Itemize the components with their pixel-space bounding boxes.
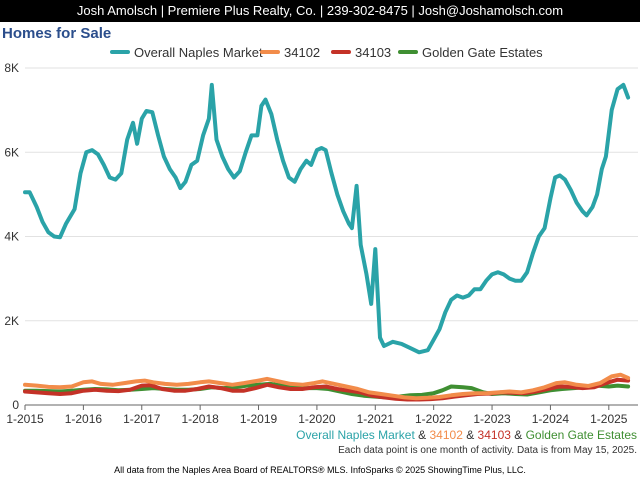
legend-label-z34102: 34102 <box>284 45 320 60</box>
grid-lines <box>25 67 638 406</box>
x-tick-label: 1-2023 <box>473 412 511 426</box>
x-tick-label: 1-2016 <box>65 412 103 426</box>
footer-legend: Overall Naples Market & 34102 & 34103 & … <box>296 428 637 442</box>
data-note: Each data point is one month of activity… <box>338 445 637 456</box>
legend-label-overall: Overall Naples Market <box>134 45 263 60</box>
x-tick-label: 1-2018 <box>181 412 219 426</box>
y-tick-label: 0 <box>12 398 19 412</box>
footer-legend-sep: & <box>462 428 478 442</box>
footer-legend-34103: 34103 <box>477 428 511 442</box>
footer-legend-sep: & <box>510 428 526 442</box>
homes-for-sale-chart: Overall Naples Market 34102 34103 Golden Ga… <box>4 45 638 426</box>
chart-legend: Overall Naples Market 34102 34103 Golden Ga… <box>110 45 543 60</box>
footer-legend-overall: Overall Naples Market <box>296 428 415 442</box>
y-tick-label: 2K <box>4 314 19 328</box>
data-source: All data from the Naples Area Board of R… <box>114 465 526 475</box>
series-line-overall <box>23 82 631 355</box>
chart-title: Homes for Sale <box>2 25 112 42</box>
y-tick-label: 8K <box>4 61 19 75</box>
series-lines <box>23 82 631 402</box>
x-tick-label: 1-2020 <box>298 412 336 426</box>
y-tick-label: 4K <box>4 230 19 244</box>
x-tick-label: 1-2019 <box>240 412 278 426</box>
x-tick-label: 1-2021 <box>357 412 395 426</box>
x-tick-label: 1-2025 <box>590 412 628 426</box>
legend-label-golden: Golden Gate Estates <box>422 45 543 60</box>
footer-legend-golden-gate: Golden Gate Estates <box>525 428 637 442</box>
x-axis: 1-2015 1-2016 1-2017 1-2018 1-2019 1-2020 1-20… <box>6 404 638 426</box>
series-line-z34102 <box>23 372 631 401</box>
legend-label-z34103: 34103 <box>355 45 391 60</box>
x-tick-label: 1-2015 <box>6 412 44 426</box>
footer-legend-sep: & <box>414 428 430 442</box>
x-tick-label: 1-2024 <box>532 412 570 426</box>
x-tick-label: 1-2022 <box>415 412 453 426</box>
y-axis: 0 2K 4K 6K 8K <box>4 61 19 412</box>
agent-header: Josh Amolsch | Premiere Plus Realty, Co.… <box>0 0 640 22</box>
y-tick-label: 6K <box>4 145 19 159</box>
x-tick-label: 1-2017 <box>123 412 161 426</box>
footer-legend-34102: 34102 <box>429 428 463 442</box>
